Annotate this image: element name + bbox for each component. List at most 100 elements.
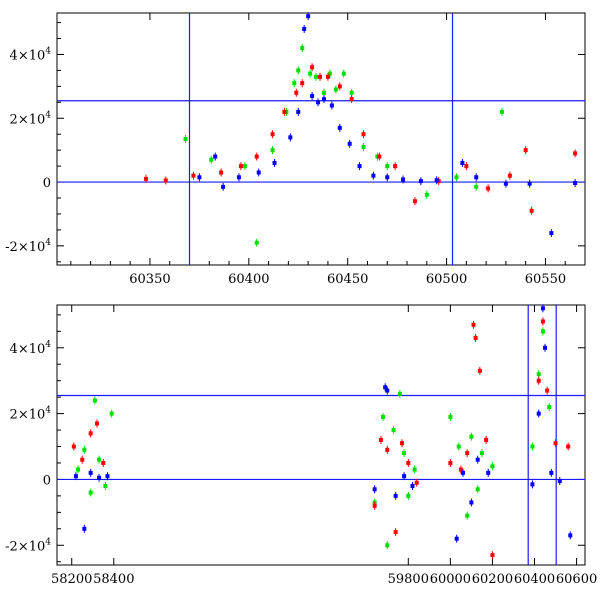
top-plot-frame bbox=[56, 12, 586, 266]
bottom-data-point bbox=[82, 447, 87, 452]
top-data-point bbox=[474, 175, 479, 180]
bottom-data-point bbox=[97, 457, 102, 462]
top-xtick-label: 60550 bbox=[525, 272, 566, 287]
top-data-point bbox=[300, 46, 305, 51]
top-data-point bbox=[302, 26, 307, 31]
bottom-ytick-label: -2×104 bbox=[5, 537, 51, 554]
bottom-ytick-exponent: 4 bbox=[45, 406, 51, 416]
top-data-point bbox=[371, 173, 376, 178]
top-data-point bbox=[296, 68, 301, 73]
bottom-data-point bbox=[372, 487, 377, 492]
top-data-point bbox=[460, 160, 465, 165]
top-data-point bbox=[256, 170, 261, 175]
top-data-point bbox=[209, 157, 214, 162]
bottom-data-point bbox=[105, 474, 110, 479]
top-data-point bbox=[321, 97, 326, 102]
bottom-xtick-label: 58400 bbox=[93, 572, 134, 587]
top-data-point bbox=[310, 93, 315, 98]
bottom-data-point bbox=[385, 543, 390, 548]
top-data-point bbox=[329, 103, 334, 108]
top-ytick-exponent: 4 bbox=[45, 46, 51, 56]
top-ytick-label: 2×104 bbox=[10, 110, 52, 127]
bottom-ytick-mantissa: -2×10 bbox=[5, 539, 45, 554]
bottom-xtick-label: 60400 bbox=[514, 572, 555, 587]
top-data-point bbox=[327, 71, 332, 76]
bottom-data-point bbox=[456, 444, 461, 449]
bottom-data-point bbox=[477, 368, 482, 373]
bottom-data-point bbox=[109, 411, 114, 416]
top-ytick-exponent: 4 bbox=[45, 110, 51, 120]
top-data-point bbox=[454, 175, 459, 180]
top-data-point bbox=[337, 84, 342, 89]
top-data-point bbox=[300, 81, 305, 86]
bottom-data-point bbox=[475, 457, 480, 462]
bottom-data-point bbox=[490, 553, 495, 558]
bottom-data-point bbox=[536, 378, 541, 383]
top-data-point bbox=[418, 179, 423, 184]
top-data-point bbox=[347, 141, 352, 146]
top-xtick-label: 60400 bbox=[228, 272, 269, 287]
top-data-point bbox=[361, 144, 366, 149]
bottom-data-point bbox=[414, 480, 419, 485]
top-data-point bbox=[503, 181, 508, 186]
bottom-data-point bbox=[385, 388, 390, 393]
top-data-point bbox=[292, 81, 297, 86]
top-data-point bbox=[143, 176, 148, 181]
bottom-data-point bbox=[80, 457, 85, 462]
top-data-point bbox=[242, 164, 247, 169]
top-data-point bbox=[296, 109, 301, 114]
top-data-point bbox=[573, 151, 578, 156]
bottom-data-point bbox=[568, 533, 573, 538]
bottom-data-point bbox=[393, 493, 398, 498]
top-ytick-mantissa: 0 bbox=[43, 176, 51, 191]
bottom-data-point bbox=[378, 437, 383, 442]
bottom-ytick-mantissa: 2×10 bbox=[10, 408, 46, 423]
bottom-data-point bbox=[448, 460, 453, 465]
bottom-data-point bbox=[543, 345, 548, 350]
bottom-data-point bbox=[94, 421, 99, 426]
top-data-point bbox=[349, 97, 354, 102]
top-ytick-label: 0 bbox=[43, 176, 51, 191]
top-data-point bbox=[341, 71, 346, 76]
bottom-data-point bbox=[76, 467, 81, 472]
top-data-point bbox=[401, 177, 406, 182]
bottom-data-point bbox=[97, 475, 102, 480]
bottom-xtick-label: 58200 bbox=[51, 572, 92, 587]
bottom-data-point bbox=[540, 306, 545, 311]
bottom-ytick-label: 2×104 bbox=[10, 406, 52, 423]
top-data-point bbox=[183, 137, 188, 141]
bottom-data-point bbox=[399, 441, 404, 446]
bottom-data-point bbox=[479, 451, 484, 456]
bottom-data-point bbox=[536, 411, 541, 416]
bottom-data-point bbox=[549, 470, 554, 475]
bottom-data-point bbox=[385, 447, 390, 452]
top-data-point bbox=[499, 109, 504, 114]
bottom-data-point bbox=[88, 431, 93, 436]
top-data-point bbox=[270, 148, 275, 153]
top-data-point bbox=[213, 154, 218, 159]
top-data-point bbox=[308, 71, 313, 76]
top-data-point bbox=[197, 175, 202, 180]
top-data-point bbox=[306, 14, 311, 19]
top-data-point bbox=[316, 100, 321, 105]
top-data-point bbox=[385, 164, 390, 169]
bottom-data-point bbox=[383, 385, 388, 390]
top-ytick-label: -2×104 bbox=[5, 238, 51, 255]
bottom-data-point bbox=[547, 405, 552, 410]
bottom-ytick-exponent: 4 bbox=[45, 537, 51, 547]
bottom-data-point bbox=[545, 388, 550, 393]
bottom-data-point bbox=[410, 484, 415, 489]
top-data-point bbox=[361, 132, 366, 137]
top-data-point bbox=[288, 135, 293, 140]
bottom-data-point bbox=[73, 474, 78, 479]
top-ytick-mantissa: 4×10 bbox=[10, 48, 46, 63]
bottom-data-point bbox=[540, 319, 545, 324]
bottom-data-point bbox=[402, 474, 407, 479]
top-xtick-label: 60350 bbox=[129, 272, 170, 287]
bottom-data-point bbox=[71, 444, 76, 449]
top-data-point bbox=[333, 87, 338, 92]
top-data-point bbox=[527, 181, 532, 186]
bottom-data-point bbox=[530, 444, 535, 449]
top-data-point bbox=[282, 109, 287, 114]
